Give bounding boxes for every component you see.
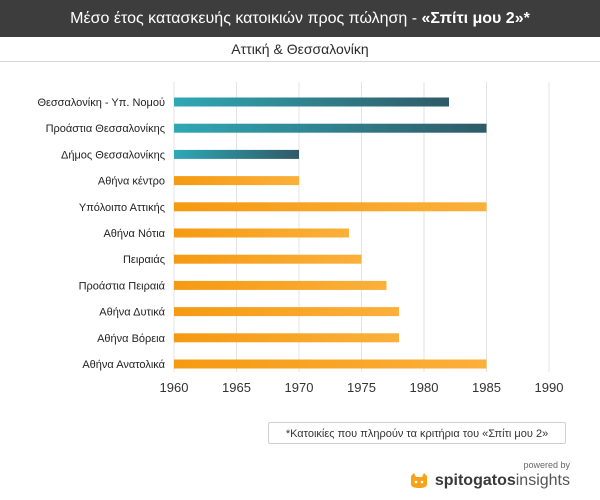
chart-title: Μέσο έτος κατασκευής κατοικιών προς πώλη… — [0, 0, 600, 37]
x-tick-label: 1975 — [347, 380, 376, 395]
category-label: Αθήνα Βόρεια — [97, 333, 166, 345]
x-tick-label: 1980 — [410, 380, 439, 395]
category-labels: Θεσσαλονίκη - Υπ. Νομού Προάστια Θεσσαλον… — [37, 97, 165, 371]
bar — [174, 202, 487, 212]
category-label: Προάστια Πειραιά — [79, 280, 166, 292]
category-label: Προάστια Θεσσαλονίκης — [46, 123, 165, 135]
bar — [174, 228, 349, 238]
x-tick-label: 1965 — [222, 380, 251, 395]
chart-subtitle: Αττική & Θεσσαλονίκη — [0, 37, 600, 62]
x-tick-labels: 1960 1965 1970 1975 1980 1985 1990 — [160, 380, 564, 395]
bars — [174, 97, 487, 369]
bar — [174, 97, 449, 107]
category-label: Αθήνα Δυτικά — [99, 307, 165, 319]
chart-title-program: «Σπίτι μου 2»* — [421, 10, 530, 27]
category-label: Υπόλοιπο Αττικής — [79, 202, 165, 214]
category-label: Πειραιάς — [123, 254, 165, 266]
chart-title-main: Μέσο έτος κατασκευής κατοικιών προς πώλη… — [70, 10, 422, 27]
category-label: Αθήνα Νότια — [103, 228, 165, 240]
bar — [174, 307, 399, 317]
category-label: Θεσσαλονίκη - Υπ. Νομού — [37, 97, 165, 109]
x-tick-label: 1985 — [472, 380, 501, 395]
bar — [174, 359, 487, 369]
x-tick-label: 1970 — [285, 380, 314, 395]
bar — [174, 280, 387, 290]
brand-logo: spitogatosinsights — [409, 472, 570, 490]
bar — [174, 149, 299, 159]
x-tick-label: 1990 — [535, 380, 564, 395]
footnote: *Κατοικίες που πληρούν τα κριτήρια του «… — [268, 422, 566, 444]
bar — [174, 254, 362, 264]
x-tick-label: 1960 — [160, 380, 189, 395]
powered-by-label: powered by — [523, 460, 570, 470]
category-label: Δήμος Θεσσαλονίκης — [61, 149, 165, 161]
cat-logo-icon — [410, 473, 427, 488]
brand-subname: insights — [515, 472, 570, 489]
bar — [174, 333, 399, 343]
bar-chart: Θεσσαλονίκη - Υπ. Νομού Προάστια Θεσσαλον… — [37, 82, 564, 395]
category-label: Αθήνα Ανατολικά — [82, 359, 165, 371]
brand-name: spitogatos — [434, 472, 516, 489]
category-label: Αθήνα κέντρο — [98, 176, 165, 188]
bar — [174, 123, 487, 133]
bar — [174, 176, 299, 186]
